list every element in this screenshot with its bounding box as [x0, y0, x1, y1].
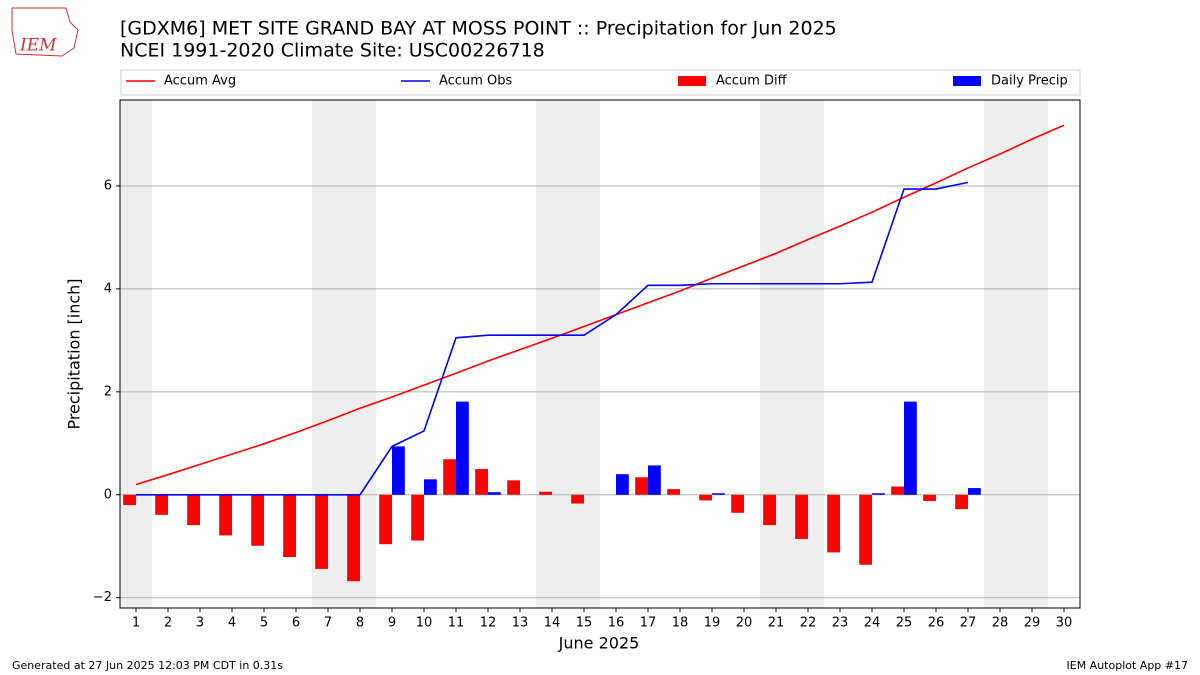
bar [187, 494, 200, 526]
x-tick-label: 21 [768, 616, 785, 631]
x-tick-label: 5 [260, 616, 268, 631]
weekend-band [536, 100, 600, 608]
bar [571, 494, 584, 504]
x-tick-label: 16 [608, 616, 625, 631]
x-tick-label: 10 [416, 616, 433, 631]
line [136, 181, 969, 496]
x-tick-label: 14 [544, 616, 561, 631]
chart-title: [GDXM6] MET SITE GRAND BAY AT MOSS POINT… [120, 18, 837, 40]
x-tick-label: 28 [992, 616, 1009, 631]
weekend-band [760, 100, 824, 608]
bar [347, 494, 360, 582]
x-tick-label: 29 [1024, 616, 1041, 631]
bar [283, 494, 296, 558]
x-tick-label: 19 [704, 616, 721, 631]
bar [507, 480, 520, 495]
footer-right: IEM Autoplot App #17 [1067, 659, 1189, 672]
legend-label: Accum Avg [164, 74, 236, 89]
bar [923, 494, 936, 501]
weekend-band [120, 100, 152, 608]
bar [475, 469, 488, 495]
x-tick-label: 9 [388, 616, 396, 631]
logo-text: IEM [19, 36, 57, 56]
bar [712, 493, 725, 495]
weekend-shading [120, 100, 1048, 608]
bar [763, 494, 776, 526]
bar [872, 493, 885, 495]
bar [424, 479, 437, 495]
x-tick-label: 18 [672, 616, 689, 631]
line [135, 124, 1065, 486]
x-tick-label: 15 [576, 616, 593, 631]
bar [968, 488, 981, 495]
legend-swatch [953, 76, 981, 86]
bar [616, 474, 629, 495]
bar [904, 401, 917, 495]
bar [891, 486, 904, 495]
bar [251, 494, 264, 546]
bar [443, 459, 456, 495]
x-tick-label: 12 [480, 616, 497, 631]
bar [539, 491, 552, 495]
bar [219, 494, 232, 536]
x-tick-label: 1 [132, 616, 140, 631]
x-axis-label: June 2025 [558, 634, 640, 653]
x-tick-label: 6 [292, 616, 300, 631]
bar [392, 446, 405, 495]
bar [635, 477, 648, 495]
x-tick-label: 7 [324, 616, 332, 631]
bar [648, 465, 661, 495]
bar [827, 494, 840, 553]
legend-label: Accum Obs [439, 74, 512, 89]
x-tick-label: 24 [864, 616, 881, 631]
x-tick-label: 20 [736, 616, 753, 631]
x-tick-label: 4 [228, 616, 236, 631]
bar [955, 494, 968, 510]
logo-outline [11, 7, 79, 57]
legend-swatch [678, 76, 706, 86]
bar [667, 489, 680, 495]
bar [315, 494, 328, 569]
x-tick-label: 3 [196, 616, 204, 631]
x-tick-label: 23 [832, 616, 849, 631]
logo: IEM [11, 7, 79, 57]
y-tick-label: −2 [93, 590, 112, 605]
y-tick-label: 6 [104, 178, 112, 193]
bar [795, 494, 808, 540]
bar [731, 494, 744, 513]
x-tick-label: 11 [448, 616, 465, 631]
x-tick-label: 22 [800, 616, 817, 631]
footer-left: Generated at 27 Jun 2025 12:03 PM CDT in… [12, 659, 283, 672]
bar [456, 401, 469, 495]
legend-label: Accum Diff [716, 74, 788, 89]
y-tick-label: 0 [104, 487, 112, 502]
x-tick-label: 2 [164, 616, 172, 631]
x-tick-label: 17 [640, 616, 657, 631]
x-tick-label: 8 [356, 616, 364, 631]
bar [379, 494, 392, 545]
legend-label: Daily Precip [991, 74, 1068, 89]
chart-subtitle: NCEI 1991-2020 Climate Site: USC00226718 [120, 40, 545, 62]
y-tick-label: 4 [104, 281, 112, 296]
x-tick-label: 26 [928, 616, 945, 631]
bar [411, 494, 424, 541]
y-axis-label: Precipitation [inch] [65, 278, 84, 429]
x-tick-label: 13 [512, 616, 529, 631]
weekend-band [984, 100, 1048, 608]
x-tick-label: 25 [896, 616, 913, 631]
x-tick-label: 27 [960, 616, 977, 631]
bar [123, 494, 136, 506]
x-tick-label: 30 [1056, 616, 1073, 631]
bar [699, 494, 712, 501]
plot-frame [119, 99, 1081, 609]
bar [488, 492, 501, 495]
y-tick-label: 2 [104, 384, 112, 399]
bar [155, 494, 168, 515]
bar [859, 494, 872, 565]
legend-box [120, 69, 1081, 96]
